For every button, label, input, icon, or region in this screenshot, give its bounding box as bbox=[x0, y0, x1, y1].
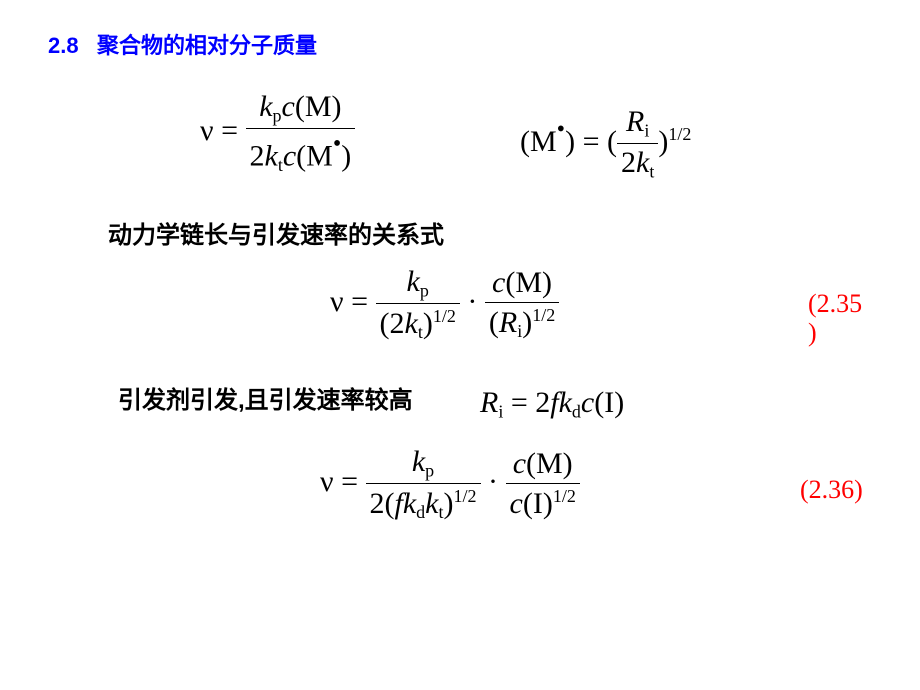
caption-kinetic-chain: 动力学链长与引发速率的关系式 bbox=[108, 215, 444, 250]
equation-2-35: ν = kp (2kt)1/2 · c(M) (Ri)1/2 bbox=[330, 265, 559, 344]
equation-ri: Ri = 2fkdc(I) bbox=[480, 386, 624, 422]
equation-number-2-36: (2.36) bbox=[800, 475, 863, 505]
caption-initiator: 引发剂引发,且引发速率较高 bbox=[118, 385, 418, 416]
equation-number-2-35: (2.35 ) bbox=[808, 290, 862, 347]
equation-2-36: ν = kp 2(fkdkt)1/2 · c(M) c(I)1/2 bbox=[320, 445, 580, 524]
eqnum-text-a: (2.35 bbox=[808, 289, 862, 318]
section-title: 聚合物的相对分子质量 bbox=[97, 33, 317, 58]
equation-nu-definition: ν = kpc(M) 2ktc(M•) bbox=[200, 90, 355, 176]
equation-m-radical: (M•) = ( Ri 2kt )1/2 bbox=[520, 105, 691, 183]
eqnum-text-b: ) bbox=[808, 318, 817, 347]
section-number: 2.8 bbox=[48, 33, 79, 58]
section-header: 2.8 聚合物的相对分子质量 bbox=[48, 28, 317, 60]
